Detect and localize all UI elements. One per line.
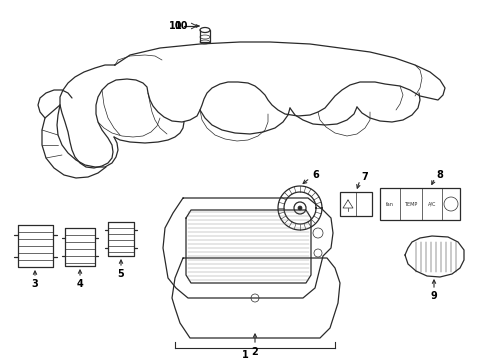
Text: 7: 7 <box>362 172 368 182</box>
Text: fan: fan <box>386 202 394 207</box>
Text: 3: 3 <box>32 279 38 289</box>
Text: 1: 1 <box>242 350 248 360</box>
Text: 2: 2 <box>252 347 258 357</box>
Text: A/C: A/C <box>428 202 436 207</box>
Text: 8: 8 <box>437 170 443 180</box>
Text: 10: 10 <box>175 21 189 31</box>
Text: 10: 10 <box>169 21 182 31</box>
Text: TEMP: TEMP <box>404 202 417 207</box>
FancyBboxPatch shape <box>340 192 372 216</box>
Text: 4: 4 <box>76 279 83 289</box>
Text: 9: 9 <box>431 291 438 301</box>
Text: 5: 5 <box>118 269 124 279</box>
Ellipse shape <box>200 27 210 32</box>
Circle shape <box>298 206 302 210</box>
Bar <box>380 188 460 220</box>
Text: 6: 6 <box>313 170 319 180</box>
